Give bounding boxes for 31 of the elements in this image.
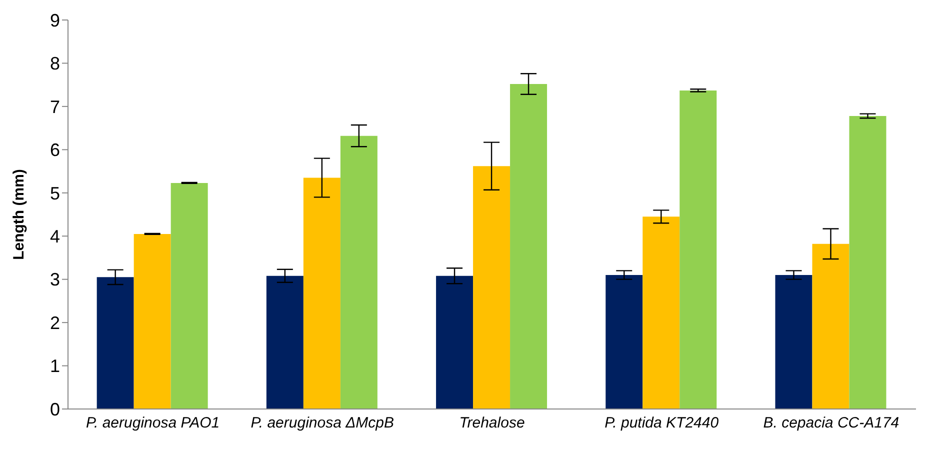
y-tick-label: 7 [50,96,60,117]
x-tick-label: P. aeruginosa PAO1 [86,414,220,432]
bar [170,182,208,409]
y-tick-label: 5 [50,183,60,204]
bar [510,84,548,409]
y-tick-label: 9 [50,10,60,30]
x-tick-label: P. putida KT2440 [604,414,720,432]
bar [436,276,474,409]
y-tick-label: 1 [50,356,60,376]
bar [473,166,510,409]
bar [303,178,340,409]
bar [340,136,378,409]
bar [812,244,850,409]
y-axis-title: Length (mm) [10,169,28,260]
bar [134,234,171,409]
bar [96,277,134,409]
bar [775,275,812,409]
y-tick-label: 3 [50,270,60,290]
x-tick-label: Trehalose [459,414,525,432]
bar [266,276,304,409]
y-tick-label: 0 [50,399,60,420]
bar [849,116,886,409]
y-tick-label: 8 [50,54,60,74]
y-tick-label: 4 [50,226,60,246]
bar [680,90,717,409]
y-tick-label: 2 [50,312,60,333]
bar [642,216,680,409]
bar [606,275,643,409]
x-tick-label: P. aeruginosa ΔMcpB [250,414,394,432]
y-tick-label: 6 [50,140,60,160]
x-tick-label: B. cepacia CC-A174 [763,414,900,432]
